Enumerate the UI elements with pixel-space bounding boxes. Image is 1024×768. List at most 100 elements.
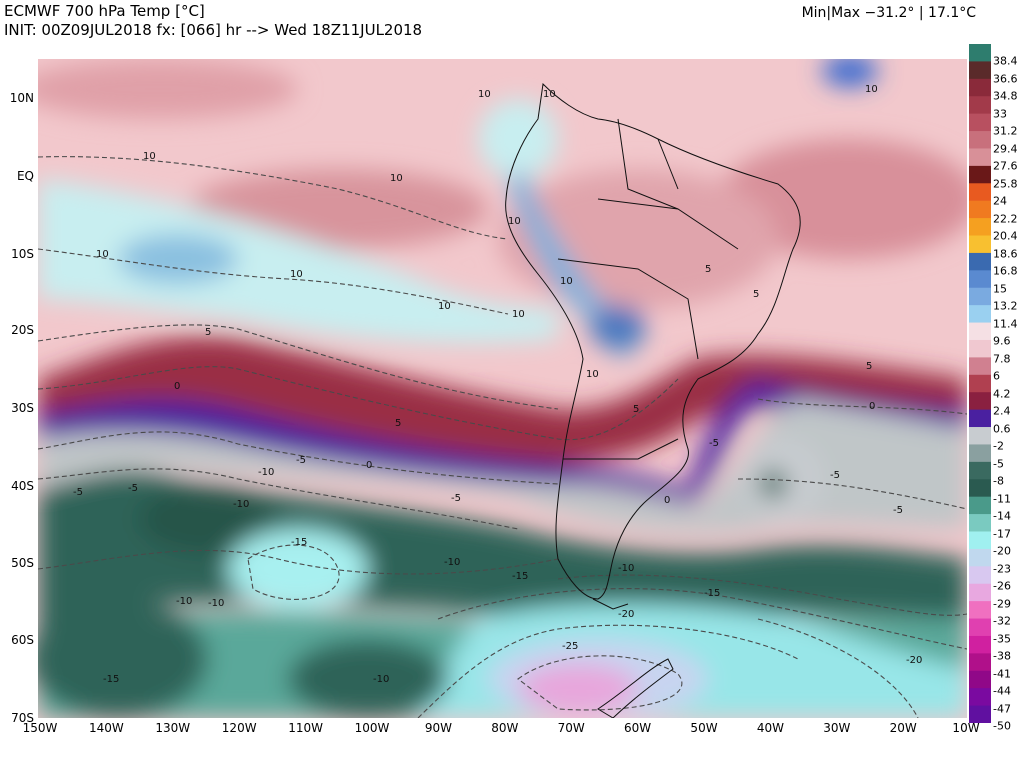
- contour-lines: [38, 156, 967, 718]
- contour-label: -15: [291, 537, 307, 548]
- contour-label: -5: [451, 493, 461, 504]
- lon-label: 90W: [424, 721, 452, 735]
- colorbar-label: -2: [993, 439, 1004, 453]
- colorbar-swatch: [969, 61, 991, 80]
- colorbar-label: 20.4: [993, 229, 1018, 243]
- contour-label: -5: [893, 505, 903, 516]
- contour-label: 10: [586, 369, 599, 380]
- contour-label: 0: [174, 381, 180, 392]
- colorbar-label: -8: [993, 474, 1004, 488]
- colorbar-label: -20: [993, 544, 1011, 558]
- contour-label: -15: [704, 588, 720, 599]
- colorbar-label: -23: [993, 562, 1011, 575]
- colorbar-label: -29: [993, 597, 1011, 610]
- lon-label: 140W: [89, 721, 124, 735]
- lat-label: 50S: [11, 556, 34, 570]
- colorbar-label: -26: [993, 579, 1011, 593]
- contour-label: -10: [444, 557, 460, 568]
- contour-label: 10: [390, 173, 403, 184]
- colorbar-swatch: [969, 200, 991, 219]
- lat-label: 10N: [9, 91, 34, 105]
- contour-label: 10: [143, 151, 156, 162]
- contour-value-labels: 10 10 10 10 10 10 10 10 10 10 10 10 5 5 5 5 5 5 0 0 0 0 -5 -5 -5…: [73, 84, 922, 685]
- colorbar-label: 4.2: [993, 387, 1011, 400]
- colorbar: [969, 44, 991, 723]
- colorbar-swatch: [969, 165, 991, 184]
- colorbar-swatch: [969, 252, 991, 271]
- map-title: ECMWF 700 hPa Temp [°C]: [4, 2, 205, 20]
- colorbar-label: 13.2: [993, 299, 1018, 313]
- colorbar-label: -14: [993, 509, 1011, 523]
- lon-label: 60W: [624, 721, 652, 735]
- colorbar-label: 7.8: [993, 352, 1011, 365]
- colorbar-label: -41: [993, 667, 1011, 680]
- colorbar-label: 18.6: [993, 247, 1018, 260]
- colorbar-swatch: [969, 183, 991, 202]
- init-forecast-time: INIT: 00Z09JUL2018 fx: [066] hr --> Wed …: [4, 21, 423, 39]
- colorbar-label: -17: [993, 527, 1011, 540]
- lat-label: 10S: [11, 247, 34, 261]
- contour-label: 10: [560, 276, 573, 287]
- colorbar-label: 22.2: [993, 212, 1018, 225]
- colorbar-label: -47: [993, 702, 1011, 715]
- colorbar-swatch: [969, 688, 991, 707]
- contour-label: 0: [869, 401, 875, 412]
- lon-label: 120W: [221, 721, 257, 735]
- colorbar-swatch: [969, 392, 991, 411]
- contour-label: 5: [705, 264, 711, 275]
- colorbar-swatch: [969, 287, 991, 306]
- lon-label: 10W: [952, 721, 980, 735]
- contour-label: -10: [176, 596, 192, 607]
- colorbar-label: 6: [993, 369, 1000, 383]
- contour-label: 10: [290, 269, 303, 280]
- lon-label: 20W: [889, 721, 917, 735]
- colorbar-label: 25.8: [993, 177, 1018, 190]
- colorbar-label: -5: [993, 457, 1004, 470]
- antarctic-peninsula: [597, 658, 674, 718]
- colorbar-swatch: [969, 374, 991, 393]
- lon-label: 80W: [491, 721, 519, 735]
- colorbar-swatch: [969, 218, 991, 237]
- colorbar-label: -32: [993, 614, 1011, 628]
- temperature-map[interactable]: 10 10 10 10 10 10 10 10 10 10 10 10 5 5 5 5 5 5 0 0 0 0 -5 -5 -5…: [38, 59, 967, 718]
- colorbar-label: 36.6: [993, 72, 1018, 85]
- contour-label: -25: [562, 641, 578, 652]
- colorbar-label: 0.6: [993, 422, 1011, 435]
- colorbar-label: 2.4: [993, 404, 1011, 418]
- contour-label: -10: [208, 598, 224, 609]
- colorbar-swatch: [969, 235, 991, 254]
- contour-label: -10: [233, 499, 249, 510]
- contour-label: -15: [103, 674, 119, 685]
- colorbar-swatch: [969, 427, 991, 445]
- colorbar-swatch: [969, 339, 991, 358]
- colorbar-swatch: [969, 357, 991, 376]
- lat-label: 70S: [11, 711, 34, 725]
- contour-label: 10: [438, 301, 451, 312]
- colorbar-swatch: [969, 601, 991, 620]
- colorbar-swatch: [969, 653, 991, 672]
- lat-label: EQ: [16, 169, 34, 183]
- contour-label: -20: [906, 655, 922, 666]
- colorbar-swatch: [969, 44, 991, 62]
- colorbar-label: -11: [993, 492, 1011, 505]
- contour-label: -5: [73, 487, 83, 498]
- contour-label: -10: [373, 674, 389, 685]
- contour-label: -15: [512, 571, 528, 582]
- colorbar-label: 38.4: [993, 54, 1018, 68]
- colorbar-label: 15: [993, 282, 1007, 295]
- colorbar-swatch: [969, 113, 991, 132]
- colorbar-swatch: [969, 131, 991, 149]
- lat-label: 20S: [11, 323, 34, 337]
- colorbar-swatch: [969, 514, 991, 532]
- contour-label: 10: [478, 89, 491, 100]
- colorbar-swatch: [969, 96, 991, 115]
- lon-label: 130W: [155, 721, 191, 735]
- coastlines: [505, 82, 801, 610]
- colorbar-swatch: [969, 305, 991, 324]
- lon-label: 50W: [690, 721, 718, 735]
- contour-label: 10: [865, 84, 878, 95]
- colorbar-swatch: [969, 548, 991, 567]
- colorbar-label: 16.8: [993, 264, 1018, 278]
- contour-label: -10: [258, 467, 274, 478]
- lat-label: 30S: [11, 401, 34, 415]
